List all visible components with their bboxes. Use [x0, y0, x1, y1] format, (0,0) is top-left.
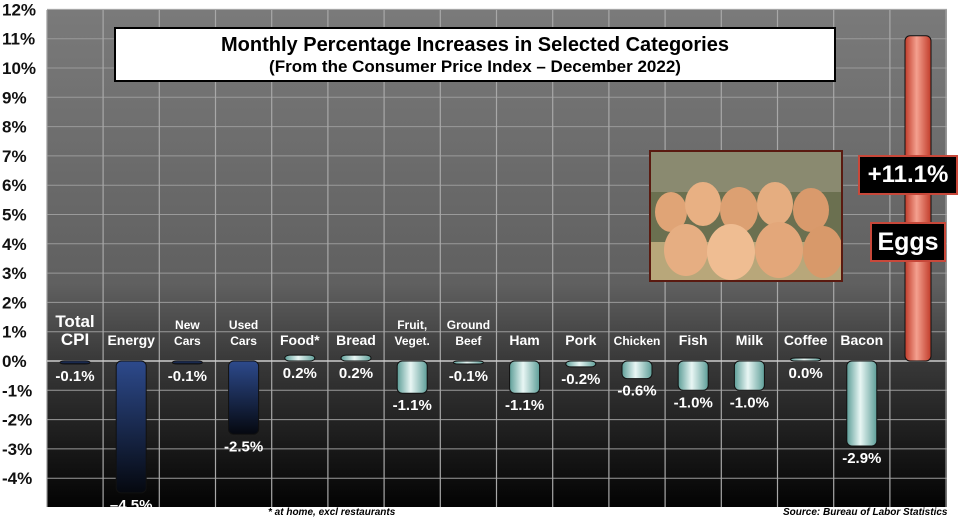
data-label: 0.2%: [283, 365, 317, 382]
bar: [396, 360, 428, 394]
bar: [59, 360, 91, 365]
category-label: Coffee: [784, 332, 828, 348]
bar: [677, 360, 709, 391]
bar: [565, 360, 597, 368]
data-label: -0.1%: [55, 368, 94, 385]
category-label: Beef: [455, 334, 482, 348]
y-tick-label: 12%: [2, 0, 36, 19]
category-label: Milk: [736, 332, 763, 348]
bar: [733, 360, 765, 391]
bar: [171, 360, 203, 365]
category-label: Energy: [107, 332, 155, 348]
bar: [115, 360, 147, 494]
chart-title-box: Monthly Percentage Increases in Selected…: [114, 27, 836, 82]
chart-title: Monthly Percentage Increases in Selected…: [221, 34, 729, 56]
bar-series: [59, 35, 932, 494]
data-label: -0.1%: [449, 368, 488, 385]
data-label: -1.0%: [674, 394, 713, 411]
data-label: 0.0%: [788, 365, 822, 382]
data-label: -0.6%: [617, 383, 656, 400]
data-label: -1.1%: [393, 397, 432, 414]
category-label: Used: [229, 318, 258, 332]
eggs-photo: [649, 150, 843, 282]
category-label: New: [175, 318, 200, 332]
eggs-value-text: +11.1%: [867, 161, 949, 188]
y-tick-label: 0%: [2, 352, 27, 371]
category-label: Bacon: [840, 332, 883, 348]
eggs-label-callout: Eggs: [870, 222, 946, 262]
data-label: 0.2%: [339, 365, 373, 382]
category-label: Bread: [336, 332, 376, 348]
data-label: -0.1%: [168, 368, 207, 385]
bar: [452, 360, 484, 365]
y-tick-label: -3%: [2, 440, 32, 459]
y-tick-label: -4%: [2, 469, 32, 488]
data-label: -0.2%: [561, 371, 600, 388]
bar: [509, 360, 541, 394]
eggs-label-text: Eggs: [877, 228, 939, 256]
category-label: Ham: [509, 332, 539, 348]
y-tick-label: 9%: [2, 88, 27, 107]
bar: [904, 35, 932, 362]
y-tick-label: 8%: [2, 118, 27, 137]
y-tick-label: 10%: [2, 59, 36, 78]
category-label: Chicken: [614, 334, 661, 348]
data-label: -1.1%: [505, 397, 544, 414]
bar: [846, 360, 878, 447]
category-label: Pork: [565, 332, 596, 348]
category-label: Total: [55, 312, 94, 331]
eggs-value-callout: +11.1%: [858, 155, 958, 195]
category-label: CPI: [61, 330, 89, 349]
footnote: * at home, excl restaurants: [268, 507, 396, 518]
y-tick-label: 3%: [2, 264, 27, 283]
y-tick-label: 2%: [2, 293, 27, 312]
data-labels: -0.1% –4.5% -0.1% -2.5% 0.2% 0.2% -1.1% -0.1% -1…: [55, 365, 881, 514]
data-label: -1.0%: [730, 394, 769, 411]
y-tick-label: 4%: [2, 235, 27, 254]
chart-subtitle: (From the Consumer Price Index – Decembe…: [269, 57, 681, 76]
bar: [228, 360, 260, 435]
data-label: -2.5%: [224, 438, 263, 455]
bar: [621, 360, 653, 380]
category-label: Cars: [230, 334, 257, 348]
y-tick-label: -1%: [2, 381, 32, 400]
category-label: Fish: [679, 332, 708, 348]
eggs-photo-drawing: [651, 152, 841, 280]
y-tick-label: 7%: [2, 147, 27, 166]
y-tick-label: 11%: [2, 30, 35, 49]
category-label: Fruit,: [397, 318, 427, 332]
category-label: Cars: [174, 334, 201, 348]
bar: [284, 354, 316, 362]
category-label: Ground: [447, 318, 490, 332]
source-note: Source: Bureau of Labor Statistics: [783, 507, 948, 518]
y-tick-label: 1%: [2, 323, 27, 342]
y-tick-label: 6%: [2, 176, 27, 195]
bar: [340, 354, 372, 362]
y-axis-ticks: 12% 11% 10% 9% 8% 7% 6% 5% 4% 3% 2% 1% 0% -1% -2% -3% -4…: [2, 0, 36, 488]
category-label: Food*: [280, 332, 320, 348]
y-tick-label: -2%: [2, 411, 32, 430]
y-tick-label: 5%: [2, 206, 27, 225]
category-label: Veget.: [395, 334, 430, 348]
bar: [790, 357, 822, 362]
data-label: –4.5%: [110, 497, 153, 514]
data-label: -2.9%: [842, 450, 881, 467]
